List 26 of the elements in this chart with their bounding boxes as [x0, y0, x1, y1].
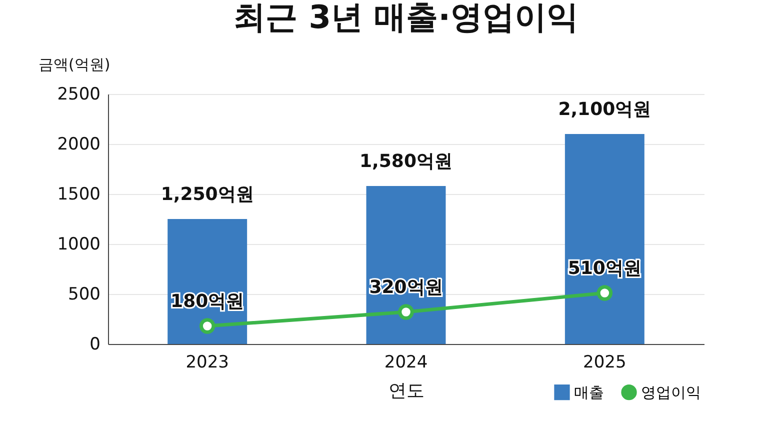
- data-label: 510억원: [568, 258, 642, 279]
- data-label: 1,250억원: [160, 184, 254, 205]
- point: [199, 318, 216, 334]
- bar: [564, 134, 644, 344]
- legend-label: 영업이익: [641, 383, 701, 402]
- bar: [168, 219, 248, 344]
- data-label: 320억원: [369, 277, 443, 298]
- bar: [366, 186, 446, 344]
- data-label: 1,580억원: [360, 151, 452, 172]
- point: [398, 304, 414, 320]
- data-label: 2,100억원: [558, 99, 652, 120]
- x-axis-title: 연도: [388, 380, 424, 402]
- y-axis-title: 금액(억원): [38, 56, 110, 74]
- point: [596, 285, 613, 301]
- data-label: 180억원: [170, 291, 244, 312]
- x-tick-label: 2023: [186, 352, 229, 372]
- y-tick-label: 2000: [57, 134, 100, 154]
- legend-label: 매출: [574, 383, 604, 402]
- y-tick-label: 1500: [57, 184, 100, 204]
- x-tick-label: 2024: [384, 352, 428, 372]
- y-tick-label: 0: [90, 334, 100, 354]
- y-tick-label: 500: [68, 284, 100, 304]
- y-tick-label: 1000: [57, 234, 100, 254]
- chart-title: 최근 3년 매출·영업이익: [234, 0, 578, 36]
- x-tick-label: 2025: [583, 352, 626, 372]
- y-tick-label: 2500: [57, 84, 100, 104]
